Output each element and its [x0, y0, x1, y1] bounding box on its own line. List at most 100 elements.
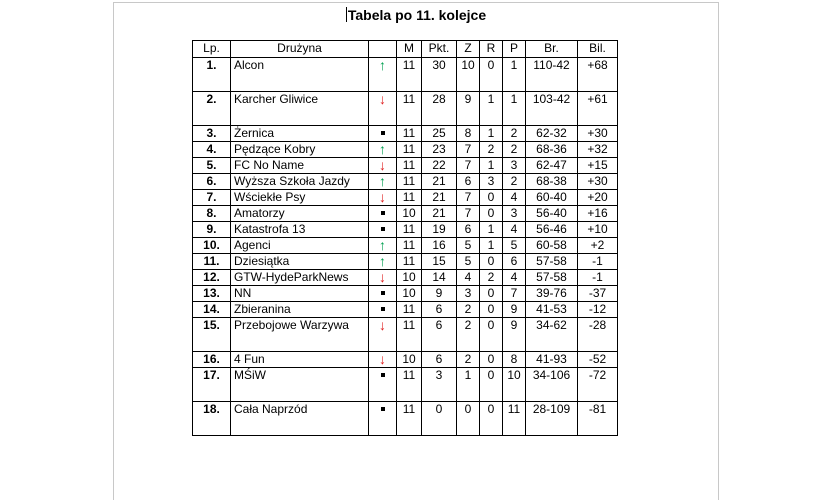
draws-cell: 0 [479, 317, 503, 352]
points-cell: 19 [421, 221, 457, 238]
wins-cell: 3 [456, 285, 480, 302]
trend-cell [368, 125, 397, 142]
losses-cell: 4 [502, 269, 526, 286]
arrow-down-icon: ↓ [379, 317, 386, 333]
wins-cell: 7 [456, 157, 480, 174]
team-name-cell: Wściekłe Psy [230, 189, 369, 206]
trend-cell: ↑ [368, 237, 397, 254]
table-row: 15. Przebojowe Warzywa ↓ 11 6 2 0 9 34-62 -28 [192, 317, 618, 352]
trend-cell: ↓ [368, 189, 397, 206]
draws-cell: 1 [479, 221, 503, 238]
draws-cell: 0 [479, 401, 503, 436]
goals-cell: 68-36 [525, 141, 578, 158]
table-row: 3. Żernica 11 25 8 1 2 62-32 +30 [192, 125, 618, 142]
losses-cell: 3 [502, 205, 526, 222]
goals-cell: 62-47 [525, 157, 578, 174]
standings-table: Lp. Drużyna M Pkt. Z R P Br. Bil. 1. Alco… [192, 40, 618, 436]
wins-cell: 7 [456, 141, 480, 158]
square-dot-icon [380, 211, 385, 215]
square-dot-icon [380, 407, 385, 411]
losses-cell: 4 [502, 189, 526, 206]
points-cell: 9 [421, 285, 457, 302]
matches-cell: 11 [396, 157, 422, 174]
table-row: 5. FC No Name ↓ 11 22 7 1 3 62-47 +15 [192, 157, 618, 174]
goals-cell: 56-40 [525, 205, 578, 222]
team-name-cell: MŚiW [230, 367, 369, 402]
table-row: 17. MŚiW 11 3 1 0 10 34-106 -72 [192, 367, 618, 402]
arrow-up-icon: ↑ [379, 173, 386, 189]
goal-diff-cell: -72 [577, 367, 618, 402]
draws-cell: 0 [479, 351, 503, 368]
header-m: M [396, 40, 422, 58]
arrow-down-icon: ↓ [379, 189, 386, 205]
trend-cell: ↓ [368, 91, 397, 126]
losses-cell: 9 [502, 317, 526, 352]
goal-diff-cell: -81 [577, 401, 618, 436]
trend-cell [368, 301, 397, 318]
goal-diff-cell: -52 [577, 351, 618, 368]
team-name-cell: Zbieranina [230, 301, 369, 318]
goals-cell: 110-42 [525, 57, 578, 92]
losses-cell: 8 [502, 351, 526, 368]
rank-cell: 7. [192, 189, 231, 206]
goals-cell: 57-58 [525, 253, 578, 270]
arrow-up-icon: ↑ [379, 253, 386, 269]
team-name-cell: GTW-HydeParkNews [230, 269, 369, 286]
points-cell: 21 [421, 205, 457, 222]
rank-cell: 1. [192, 57, 231, 92]
table-row: 1. Alcon ↑ 11 30 10 0 1 110-42 +68 [192, 57, 618, 92]
goals-cell: 34-106 [525, 367, 578, 402]
trend-cell [368, 401, 397, 436]
square-dot-icon [380, 291, 385, 295]
points-cell: 21 [421, 173, 457, 190]
goals-cell: 41-93 [525, 351, 578, 368]
wins-cell: 5 [456, 237, 480, 254]
draws-cell: 0 [479, 57, 503, 92]
rank-cell: 2. [192, 91, 231, 126]
matches-cell: 11 [396, 301, 422, 318]
goal-diff-cell: +32 [577, 141, 618, 158]
matches-cell: 10 [396, 205, 422, 222]
losses-cell: 1 [502, 57, 526, 92]
goals-cell: 28-109 [525, 401, 578, 436]
matches-cell: 11 [396, 237, 422, 254]
team-name-cell: Katastrofa 13 [230, 221, 369, 238]
table-row: 10. Agenci ↑ 11 16 5 1 5 60-58 +2 [192, 237, 618, 254]
points-cell: 14 [421, 269, 457, 286]
goal-diff-cell: +30 [577, 173, 618, 190]
trend-cell: ↑ [368, 173, 397, 190]
goals-cell: 57-58 [525, 269, 578, 286]
trend-cell: ↓ [368, 351, 397, 368]
points-cell: 6 [421, 351, 457, 368]
text-cursor [345, 7, 347, 22]
losses-cell: 2 [502, 125, 526, 142]
wins-cell: 6 [456, 221, 480, 238]
goals-cell: 68-38 [525, 173, 578, 190]
square-dot-icon [380, 373, 385, 377]
table-row: 11. Dziesiątka ↑ 11 15 5 0 6 57-58 -1 [192, 253, 618, 270]
header-row: Lp. Drużyna M Pkt. Z R P Br. Bil. [192, 40, 618, 58]
losses-cell: 3 [502, 157, 526, 174]
team-name-cell: Pędzące Kobry [230, 141, 369, 158]
matches-cell: 10 [396, 269, 422, 286]
matches-cell: 11 [396, 221, 422, 238]
rank-cell: 14. [192, 301, 231, 318]
wins-cell: 2 [456, 351, 480, 368]
team-name-cell: Przebojowe Warzywa [230, 317, 369, 352]
arrow-down-icon: ↓ [379, 91, 386, 107]
team-name-cell: Cała Naprzód [230, 401, 369, 436]
draws-cell: 1 [479, 237, 503, 254]
rank-cell: 15. [192, 317, 231, 352]
wins-cell: 7 [456, 205, 480, 222]
table-row: 16. 4 Fun ↓ 10 6 2 0 8 41-93 -52 [192, 351, 618, 368]
draws-cell: 0 [479, 285, 503, 302]
losses-cell: 6 [502, 253, 526, 270]
goal-diff-cell: +30 [577, 125, 618, 142]
wins-cell: 9 [456, 91, 480, 126]
document-page: Tabela po 11. kolejce Lp. Drużyna M Pkt.… [113, 2, 719, 500]
matches-cell: 11 [396, 125, 422, 142]
matches-cell: 11 [396, 367, 422, 402]
rank-cell: 13. [192, 285, 231, 302]
arrow-up-icon: ↑ [379, 237, 386, 253]
goals-cell: 41-53 [525, 301, 578, 318]
